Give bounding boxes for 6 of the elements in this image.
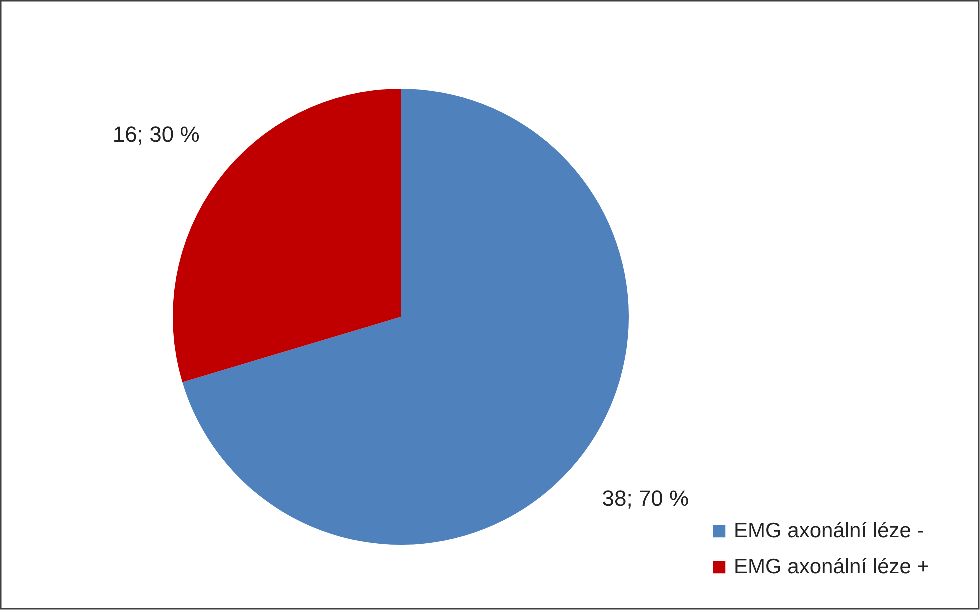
legend-label: EMG axonální léze - (734, 520, 924, 542)
data-label: 16; 30 % (112, 122, 200, 147)
legend-label: EMG axonální léze + (734, 556, 930, 578)
pie-slice (173, 89, 401, 382)
data-label: 38; 70 % (602, 486, 690, 512)
pie-slice (182, 89, 629, 545)
